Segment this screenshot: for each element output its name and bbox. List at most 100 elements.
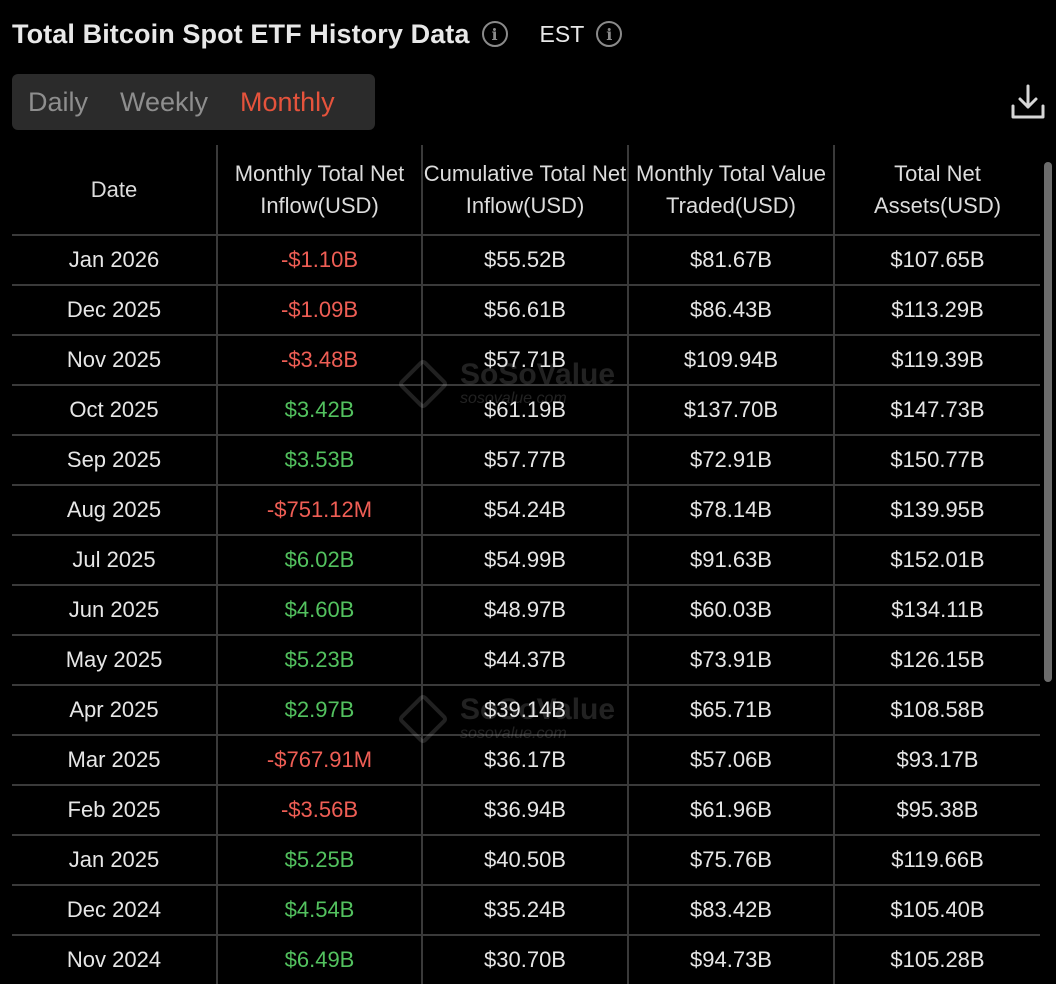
- total-net-assets-cell: $119.66B: [834, 835, 1040, 886]
- history-table-container: Date Monthly Total Net Inflow(USD) Cumul…: [12, 145, 1040, 984]
- cumulative-net-inflow-cell: $57.71B: [422, 335, 629, 386]
- table-row: Oct 2025 $3.42B $61.19B $137.70B $147.73B: [12, 385, 1040, 436]
- total-net-assets-cell: $95.38B: [834, 785, 1040, 836]
- date-cell: Mar 2025: [12, 735, 218, 786]
- date-cell: Dec 2024: [12, 885, 218, 936]
- tab-daily[interactable]: Daily: [28, 86, 89, 117]
- total-net-assets-cell: $105.28B: [834, 935, 1040, 984]
- date-cell: Jun 2025: [12, 585, 218, 636]
- cumulative-net-inflow-cell: $55.52B: [422, 235, 629, 286]
- total-net-assets-cell: $139.95B: [834, 485, 1040, 536]
- table-row: Jul 2025 $6.02B $54.99B $91.63B $152.01B: [12, 535, 1040, 586]
- date-cell: Aug 2025: [12, 485, 218, 536]
- total-net-assets-cell: $105.40B: [834, 885, 1040, 936]
- table-row: Nov 2025 -$3.48B $57.71B $109.94B $119.39B: [12, 335, 1040, 386]
- table-row: Apr 2025 $2.97B $39.14B $65.71B $108.58B: [12, 685, 1040, 736]
- cumulative-net-inflow-cell: $39.14B: [422, 685, 629, 736]
- total-net-assets-cell: $126.15B: [834, 635, 1040, 686]
- column-header-monthly-net-inflow[interactable]: Monthly Total Net Inflow(USD): [217, 145, 423, 236]
- column-header-total-net-assets[interactable]: Total Net Assets(USD): [834, 145, 1040, 236]
- monthly-net-inflow-cell: $6.02B: [217, 535, 423, 586]
- cumulative-net-inflow-cell: $35.24B: [422, 885, 629, 936]
- column-header-monthly-value-traded[interactable]: Monthly Total Value Traded(USD): [628, 145, 835, 236]
- total-net-assets-cell: $113.29B: [834, 285, 1040, 336]
- monthly-net-inflow-cell: $5.23B: [217, 635, 423, 686]
- tab-monthly[interactable]: Monthly: [240, 86, 335, 117]
- date-cell: Oct 2025: [12, 385, 218, 436]
- download-icon[interactable]: [1010, 82, 1046, 122]
- date-cell: Jul 2025: [12, 535, 218, 586]
- total-net-assets-cell: $150.77B: [834, 435, 1040, 486]
- monthly-net-inflow-cell: -$751.12M: [217, 485, 423, 536]
- monthly-value-traded-cell: $57.06B: [628, 735, 835, 786]
- total-net-assets-cell: $93.17B: [834, 735, 1040, 786]
- monthly-value-traded-cell: $78.14B: [628, 485, 835, 536]
- cumulative-net-inflow-cell: $40.50B: [422, 835, 629, 886]
- column-header-cumulative-net-inflow[interactable]: Cumulative Total Net Inflow(USD): [422, 145, 629, 236]
- period-tabs: Daily Weekly Monthly: [12, 74, 375, 130]
- column-header-date[interactable]: Date: [12, 145, 218, 236]
- table-row: Jan 2026 -$1.10B $55.52B $81.67B $107.65B: [12, 235, 1040, 286]
- date-cell: Feb 2025: [12, 785, 218, 836]
- monthly-net-inflow-cell: -$3.48B: [217, 335, 423, 386]
- monthly-value-traded-cell: $94.73B: [628, 935, 835, 984]
- monthly-net-inflow-cell: -$1.10B: [217, 235, 423, 286]
- table-row: Jun 2025 $4.60B $48.97B $60.03B $134.11B: [12, 585, 1040, 636]
- total-net-assets-cell: $152.01B: [834, 535, 1040, 586]
- date-cell: Apr 2025: [12, 685, 218, 736]
- table-body: Jan 2026 -$1.10B $55.52B $81.67B $107.65B Dec…: [12, 235, 1040, 984]
- monthly-net-inflow-cell: $4.54B: [217, 885, 423, 936]
- monthly-net-inflow-cell: $6.49B: [217, 935, 423, 984]
- cumulative-net-inflow-cell: $36.94B: [422, 785, 629, 836]
- monthly-value-traded-cell: $75.76B: [628, 835, 835, 886]
- monthly-net-inflow-cell: $5.25B: [217, 835, 423, 886]
- monthly-net-inflow-cell: $4.60B: [217, 585, 423, 636]
- cumulative-net-inflow-cell: $54.99B: [422, 535, 629, 586]
- monthly-value-traded-cell: $61.96B: [628, 785, 835, 836]
- monthly-net-inflow-cell: $3.53B: [217, 435, 423, 486]
- date-cell: Jan 2025: [12, 835, 218, 886]
- monthly-net-inflow-cell: -$1.09B: [217, 285, 423, 336]
- monthly-value-traded-cell: $109.94B: [628, 335, 835, 386]
- monthly-net-inflow-cell: $3.42B: [217, 385, 423, 436]
- date-cell: Nov 2024: [12, 935, 218, 984]
- monthly-net-inflow-cell: -$3.56B: [217, 785, 423, 836]
- monthly-value-traded-cell: $60.03B: [628, 585, 835, 636]
- monthly-value-traded-cell: $73.91B: [628, 635, 835, 686]
- monthly-value-traded-cell: $81.67B: [628, 235, 835, 286]
- cumulative-net-inflow-cell: $57.77B: [422, 435, 629, 486]
- date-cell: Sep 2025: [12, 435, 218, 486]
- cumulative-net-inflow-cell: $44.37B: [422, 635, 629, 686]
- cumulative-net-inflow-cell: $54.24B: [422, 485, 629, 536]
- table-row: Feb 2025 -$3.56B $36.94B $61.96B $95.38B: [12, 785, 1040, 836]
- cumulative-net-inflow-cell: $48.97B: [422, 585, 629, 636]
- table-row: Nov 2024 $6.49B $30.70B $94.73B $105.28B: [12, 935, 1040, 984]
- table-row: Sep 2025 $3.53B $57.77B $72.91B $150.77B: [12, 435, 1040, 486]
- monthly-net-inflow-cell: -$767.91M: [217, 735, 423, 786]
- page-header: Total Bitcoin Spot ETF History Data i ES…: [12, 14, 623, 54]
- tab-weekly[interactable]: Weekly: [120, 86, 209, 117]
- cumulative-net-inflow-cell: $61.19B: [422, 385, 629, 436]
- monthly-value-traded-cell: $65.71B: [628, 685, 835, 736]
- page-title: Total Bitcoin Spot ETF History Data: [12, 18, 470, 49]
- date-cell: Nov 2025: [12, 335, 218, 386]
- date-cell: Jan 2026: [12, 235, 218, 286]
- title-info-icon[interactable]: i: [481, 21, 508, 47]
- cumulative-net-inflow-cell: $30.70B: [422, 935, 629, 984]
- total-net-assets-cell: $119.39B: [834, 335, 1040, 386]
- table-scrollbar[interactable]: [1044, 162, 1052, 682]
- total-net-assets-cell: $107.65B: [834, 235, 1040, 286]
- cumulative-net-inflow-cell: $36.17B: [422, 735, 629, 786]
- monthly-value-traded-cell: $86.43B: [628, 285, 835, 336]
- total-net-assets-cell: $147.73B: [834, 385, 1040, 436]
- timezone-info-icon[interactable]: i: [596, 21, 623, 47]
- table-row: Mar 2025 -$767.91M $36.17B $57.06B $93.17B: [12, 735, 1040, 786]
- table-row: Aug 2025 -$751.12M $54.24B $78.14B $139.95B: [12, 485, 1040, 536]
- date-cell: Dec 2025: [12, 285, 218, 336]
- monthly-net-inflow-cell: $2.97B: [217, 685, 423, 736]
- history-table: Date Monthly Total Net Inflow(USD) Cumul…: [12, 145, 1040, 984]
- table-header-row: Date Monthly Total Net Inflow(USD) Cumul…: [12, 145, 1040, 236]
- monthly-value-traded-cell: $72.91B: [628, 435, 835, 486]
- timezone-label: EST: [539, 20, 585, 47]
- table-row: Dec 2024 $4.54B $35.24B $83.42B $105.40B: [12, 885, 1040, 936]
